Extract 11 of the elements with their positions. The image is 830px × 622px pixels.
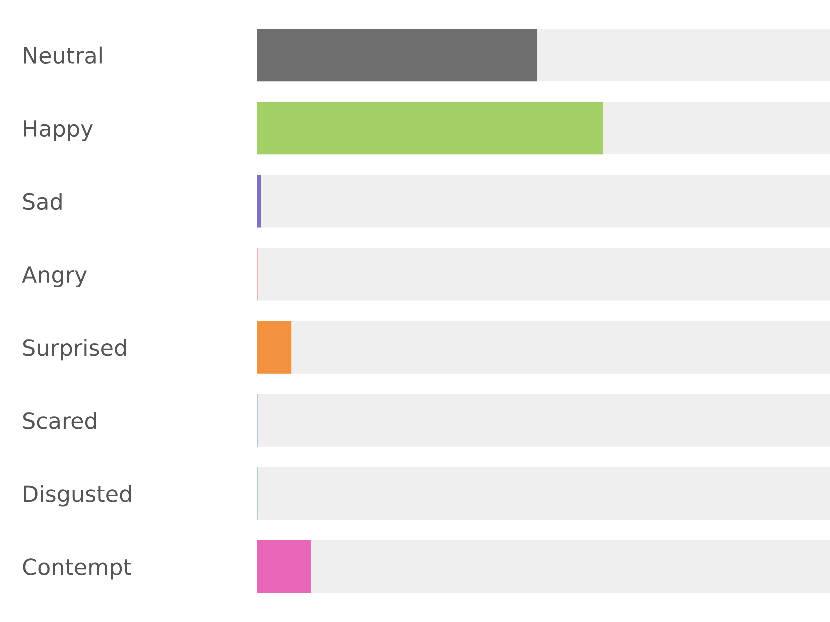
bar xyxy=(257,175,262,228)
y-tick-label: Scared xyxy=(23,412,96,430)
y-tick-label: Sad xyxy=(23,192,62,210)
y-tick-label: Contempt xyxy=(23,558,132,580)
bar xyxy=(257,540,311,594)
y-tick-label: Neutral xyxy=(24,46,102,64)
y-tick-label: Surprised xyxy=(23,339,126,361)
bar xyxy=(257,321,292,374)
y-tick-label: Happy xyxy=(24,120,94,142)
y-tick-label: Disgusted xyxy=(24,485,132,507)
y-tick-label: Angry xyxy=(22,266,88,288)
